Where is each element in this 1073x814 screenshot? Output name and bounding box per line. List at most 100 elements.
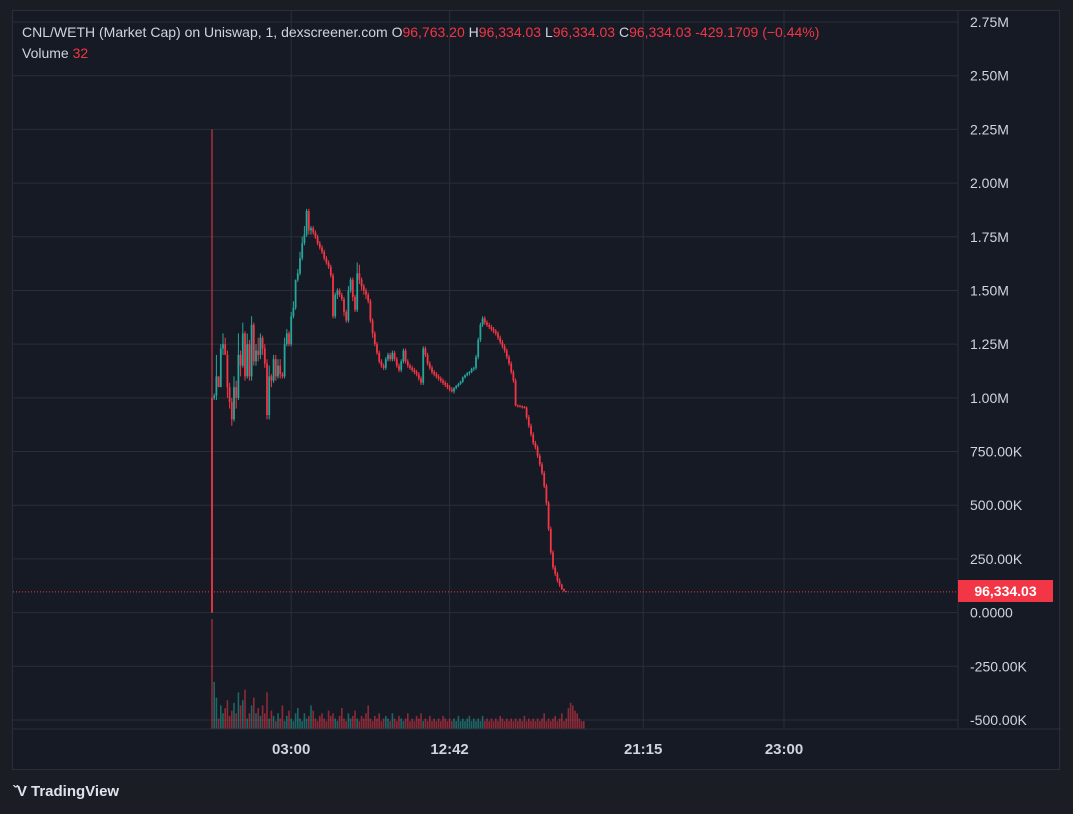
candle-body — [439, 378, 442, 381]
high-value: 96,334.03 — [478, 24, 542, 40]
volume-bar — [563, 721, 565, 729]
candle-body — [237, 354, 240, 398]
candle — [547, 500, 550, 532]
candle-body — [422, 348, 425, 383]
volume-value: 32 — [72, 45, 89, 61]
candle — [301, 236, 304, 261]
candle — [512, 369, 515, 383]
candle — [549, 526, 552, 555]
volume-bar — [448, 718, 451, 729]
volume-bar — [363, 718, 365, 729]
volume-bar — [277, 713, 279, 729]
price-axis[interactable]: 2.75M 2.50M 2.25M 2.00M 1.75M 1.50M 1.25M 1.00M… — [957, 11, 1027, 729]
candle-body — [411, 367, 414, 370]
candle — [336, 288, 339, 300]
candle-body — [415, 372, 418, 375]
candle-body — [222, 344, 224, 349]
volume-bar — [290, 718, 292, 729]
candle-body — [549, 528, 552, 553]
candle — [503, 344, 506, 353]
volume-bar — [459, 721, 462, 729]
candle — [270, 374, 273, 388]
volume-bar — [305, 718, 308, 729]
volume-bar — [484, 721, 486, 729]
time-axis[interactable]: 03:00 12:42 21:15 23:00 — [13, 728, 1061, 758]
volume-bar — [495, 718, 497, 729]
candle-body — [523, 406, 526, 408]
candle — [560, 583, 563, 591]
candle — [409, 363, 411, 370]
candle-body — [393, 352, 396, 360]
candle — [356, 262, 359, 312]
candle-body — [288, 333, 290, 345]
y-tick-label: 1.00M — [970, 390, 1009, 406]
volume-bar — [574, 710, 576, 729]
volume-bar — [545, 721, 548, 729]
chart-frame[interactable]: 2.75M 2.50M 2.25M 2.00M 1.75M 1.50M 1.25M 1.00M… — [12, 10, 1061, 771]
volume-bar — [532, 718, 534, 729]
candle — [453, 387, 455, 394]
candle — [391, 350, 394, 362]
volume-bar — [477, 718, 479, 729]
volume-bar — [323, 718, 325, 729]
volume-bar — [431, 721, 433, 729]
tradingview-branding[interactable]: ˇV TradingView — [13, 783, 119, 800]
volume-bar — [486, 718, 488, 729]
candle-body — [424, 348, 427, 355]
volume-bar — [475, 721, 477, 729]
candlestick-chart[interactable]: 2.75M 2.50M 2.25M 2.00M 1.75M 1.50M 1.25M 1.00M… — [13, 11, 1061, 771]
candle-body — [486, 322, 488, 325]
volume-bar — [468, 715, 471, 729]
candle-body — [272, 359, 275, 381]
volume-bar — [561, 713, 563, 729]
volume-bar — [367, 705, 369, 729]
volume-bar — [534, 721, 537, 729]
candle — [516, 404, 519, 408]
candle — [514, 378, 517, 407]
candle — [393, 350, 396, 362]
candle-body — [332, 275, 334, 317]
candle — [272, 354, 275, 383]
volume-bar — [332, 713, 334, 729]
candle-body — [283, 344, 286, 377]
candle — [505, 348, 508, 360]
candle-body — [508, 357, 510, 364]
volume-bar — [501, 718, 504, 729]
candle — [442, 378, 444, 385]
candle — [349, 277, 352, 293]
candle-body — [241, 333, 244, 366]
candle-body — [235, 387, 238, 398]
candle-body — [228, 387, 231, 403]
candle-body — [490, 326, 493, 330]
candle-body — [371, 320, 374, 334]
volume-bar — [429, 715, 431, 729]
candle-body — [384, 359, 387, 368]
candle — [266, 359, 268, 420]
candle — [417, 372, 420, 381]
candle — [294, 279, 297, 310]
candle — [219, 344, 222, 388]
volume-bar — [510, 718, 512, 729]
volume-bar — [228, 715, 231, 729]
candle-body — [404, 350, 407, 362]
candle — [444, 380, 447, 388]
candle — [530, 423, 532, 437]
candle — [343, 296, 345, 317]
volume-bar — [567, 708, 570, 729]
volume-bar — [239, 705, 242, 729]
candle-body — [448, 387, 451, 390]
candle — [527, 415, 530, 428]
candle-body — [382, 365, 385, 368]
candle-body — [457, 383, 460, 387]
volume-bar — [407, 713, 409, 729]
candle-body — [541, 464, 543, 474]
candle — [307, 208, 310, 235]
volume-bar — [259, 715, 262, 729]
volume-bar — [499, 715, 501, 729]
candle-body — [376, 344, 378, 353]
candle — [373, 331, 376, 347]
volume-bar — [330, 715, 332, 729]
volume-bar — [343, 718, 345, 729]
x-tick-label: 03:00 — [272, 741, 310, 758]
volume-bar — [279, 718, 281, 729]
